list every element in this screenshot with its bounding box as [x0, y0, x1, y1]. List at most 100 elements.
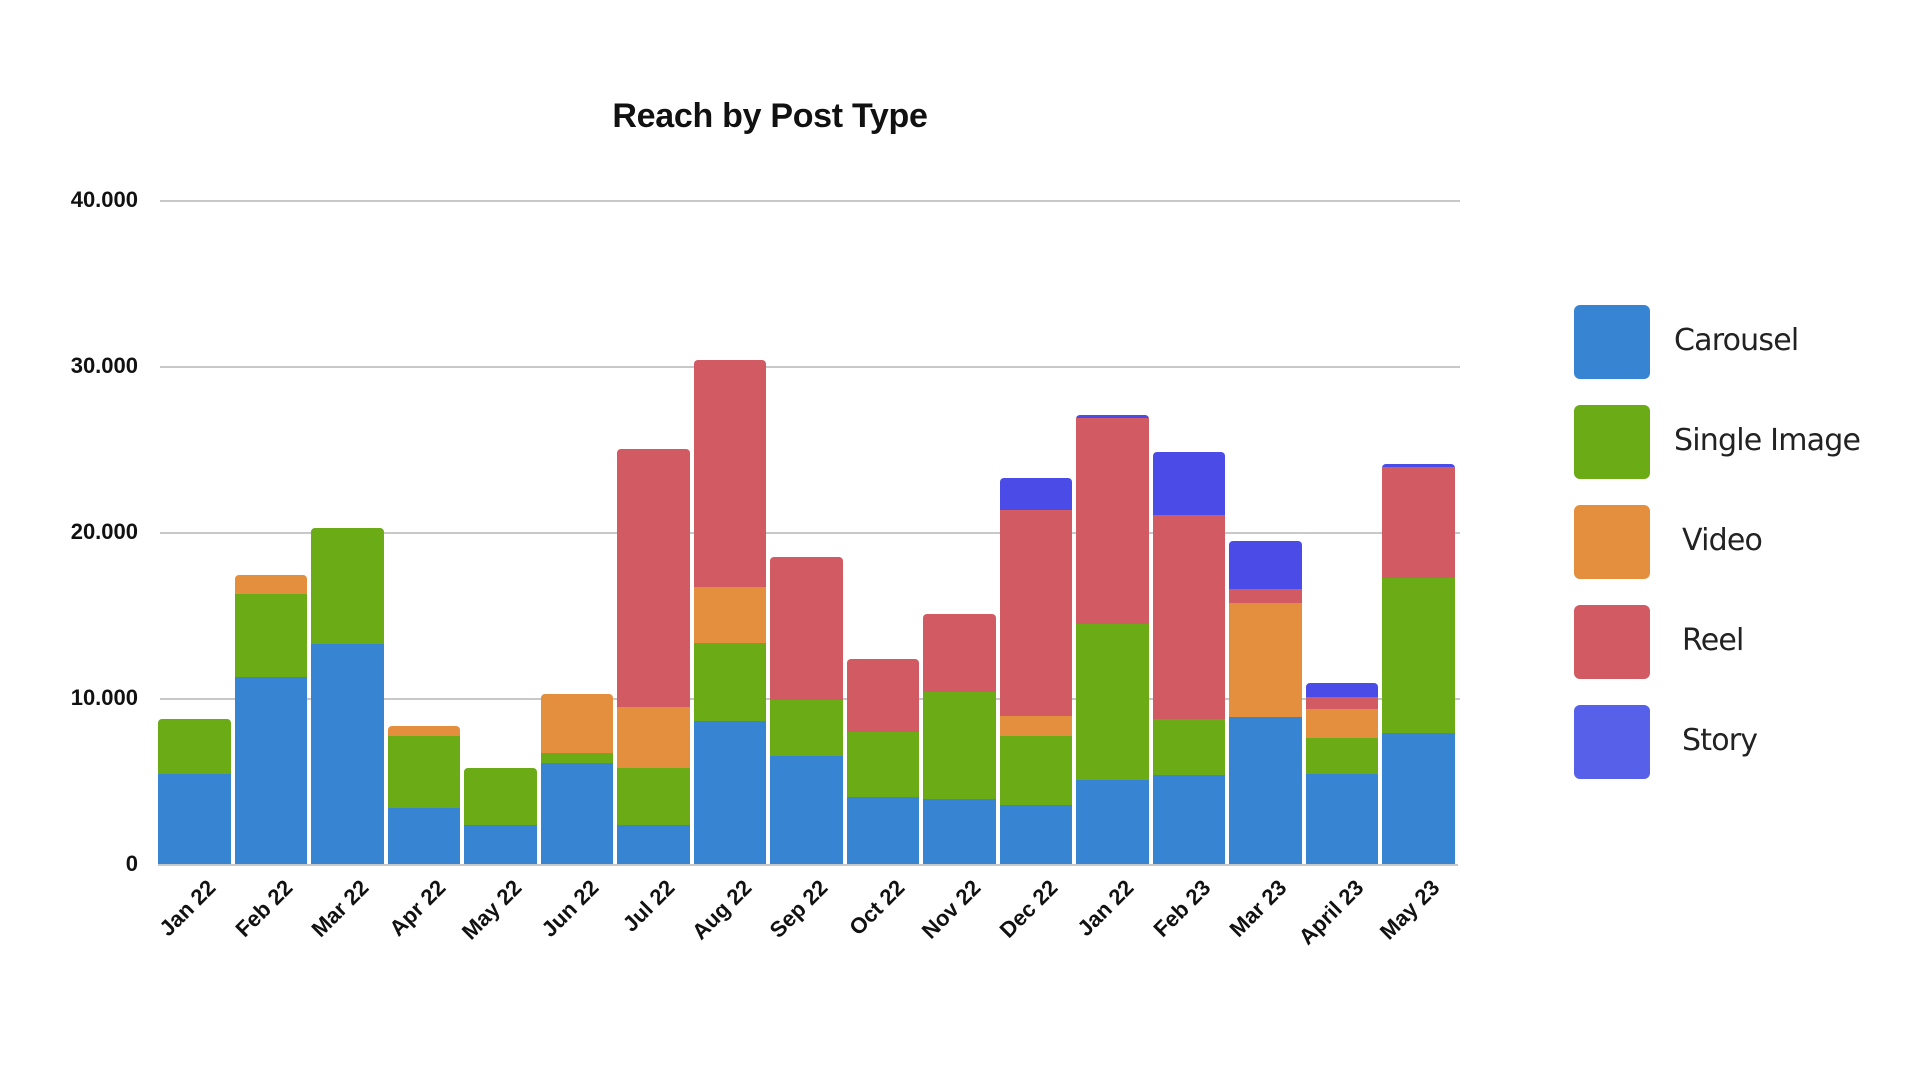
bar-segment-reel[interactable] — [999, 509, 1072, 717]
bar-segment-story[interactable] — [1382, 464, 1455, 468]
gridline — [160, 532, 1460, 534]
bar-segment-reel[interactable] — [1305, 697, 1378, 709]
bar-segment-single-image[interactable] — [999, 736, 1072, 806]
bar-segment-carousel[interactable] — [617, 825, 690, 865]
bar-segment-carousel[interactable] — [387, 807, 460, 865]
bar-segment-carousel[interactable] — [311, 644, 384, 865]
bar-aug-22[interactable] — [693, 360, 766, 865]
bar-mar-23[interactable] — [1229, 541, 1302, 865]
bar-segment-carousel[interactable] — [1152, 774, 1225, 865]
bar-segment-single-image[interactable] — [1152, 718, 1225, 775]
legend-item-reel[interactable]: Reel — [1574, 605, 1744, 705]
bar-segment-single-image[interactable] — [617, 767, 690, 826]
bar-segment-single-image[interactable] — [234, 594, 307, 678]
bar-segment-carousel[interactable] — [1076, 780, 1149, 865]
bar-may-23[interactable] — [1382, 464, 1455, 865]
bar-segment-video[interactable] — [999, 716, 1072, 737]
legend-item-single-image[interactable]: Single Image — [1574, 405, 1861, 505]
bar-segment-story[interactable] — [1305, 683, 1378, 698]
bar-dec-22[interactable] — [999, 478, 1072, 865]
bar-segment-carousel[interactable] — [234, 677, 307, 865]
legend-label: Story — [1682, 723, 1758, 758]
bar-segment-video[interactable] — [387, 726, 460, 736]
bar-segment-single-image[interactable] — [464, 767, 537, 826]
bar-jun-22[interactable] — [540, 694, 613, 865]
legend-label: Carousel — [1674, 323, 1799, 358]
bar-segment-single-image[interactable] — [1305, 738, 1378, 774]
bar-segment-story[interactable] — [999, 478, 1072, 510]
bar-sep-22[interactable] — [770, 557, 843, 865]
bar-segment-video[interactable] — [693, 586, 766, 644]
bar-segment-carousel[interactable] — [846, 796, 919, 865]
bar-jan-22[interactable] — [158, 718, 231, 865]
bar-segment-reel[interactable] — [1382, 467, 1455, 578]
bar-segment-single-image[interactable] — [770, 699, 843, 757]
bar-segment-video[interactable] — [1229, 602, 1302, 718]
bar-segment-carousel[interactable] — [540, 762, 613, 865]
bar-segment-carousel[interactable] — [770, 756, 843, 865]
bar-segment-story[interactable] — [1152, 451, 1225, 515]
bar-segment-carousel[interactable] — [158, 773, 231, 865]
bar-segment-reel[interactable] — [1076, 418, 1149, 625]
bar-mar-22[interactable] — [311, 528, 384, 865]
legend-label: Single Image — [1674, 423, 1861, 458]
bar-segment-video[interactable] — [540, 694, 613, 753]
bar-jan-22[interactable] — [1076, 415, 1149, 865]
bar-segment-reel[interactable] — [923, 614, 996, 693]
chart-title: Reach by Post Type — [612, 97, 928, 135]
legend-item-carousel[interactable]: Carousel — [1574, 305, 1799, 405]
bar-segment-single-image[interactable] — [1382, 577, 1455, 734]
bar-segment-single-image[interactable] — [158, 718, 231, 774]
bar-segment-video[interactable] — [617, 707, 690, 768]
bar-segment-reel[interactable] — [617, 449, 690, 708]
bar-segment-video[interactable] — [1305, 708, 1378, 739]
bar-segment-single-image[interactable] — [1076, 624, 1149, 781]
chart-legend: Carousel Single Image Video Reel Story — [1574, 305, 1861, 805]
bar-may-22[interactable] — [464, 767, 537, 865]
bar-feb-23[interactable] — [1152, 451, 1225, 865]
bar-segment-reel[interactable] — [1229, 588, 1302, 603]
bar-segment-carousel[interactable] — [1305, 773, 1378, 865]
bar-segment-single-image[interactable] — [846, 732, 919, 797]
x-axis-line — [158, 864, 1458, 866]
y-axis-tick-label: 0 — [125, 851, 138, 876]
bar-segment-carousel[interactable] — [693, 721, 766, 865]
bar-segment-carousel[interactable] — [1229, 717, 1302, 865]
legend-item-video[interactable]: Video — [1574, 505, 1763, 605]
bar-segment-carousel[interactable] — [464, 825, 537, 865]
y-axis-tick-label: 30.000 — [70, 353, 138, 378]
bar-segment-story[interactable] — [1229, 541, 1302, 589]
bar-nov-22[interactable] — [923, 614, 996, 865]
bar-segment-carousel[interactable] — [923, 798, 996, 865]
bar-segment-carousel[interactable] — [999, 805, 1072, 865]
bar-april-23[interactable] — [1305, 683, 1378, 865]
bar-feb-22[interactable] — [234, 575, 307, 865]
bar-segment-reel[interactable] — [846, 659, 919, 733]
bar-apr-22[interactable] — [387, 726, 460, 865]
y-axis-tick-label: 20.000 — [70, 519, 138, 544]
bar-segment-reel[interactable] — [693, 360, 766, 587]
bar-oct-22[interactable] — [846, 659, 919, 865]
gridline — [160, 366, 1460, 368]
bar-segment-single-image[interactable] — [387, 735, 460, 808]
legend-item-story[interactable]: Story — [1574, 705, 1758, 805]
bar-segment-video[interactable] — [234, 575, 307, 595]
legend-swatch-icon — [1574, 405, 1650, 479]
bar-segment-single-image[interactable] — [923, 692, 996, 799]
bar-segment-single-image[interactable] — [311, 528, 384, 645]
bar-jul-22[interactable] — [617, 449, 690, 865]
bar-segment-carousel[interactable] — [1382, 733, 1455, 865]
legend-swatch-icon — [1574, 505, 1650, 579]
y-axis-tick-label: 40.000 — [70, 187, 138, 212]
y-axis-tick-label: 10.000 — [70, 685, 138, 710]
bar-segment-story[interactable] — [1076, 415, 1149, 419]
legend-swatch-icon — [1574, 605, 1650, 679]
bar-segment-reel[interactable] — [1152, 514, 1225, 719]
bar-segment-single-image[interactable] — [693, 643, 766, 722]
gridline — [160, 200, 1460, 202]
bar-segment-reel[interactable] — [770, 557, 843, 700]
legend-swatch-icon — [1574, 305, 1650, 379]
bar-segment-single-image[interactable] — [540, 752, 613, 763]
legend-label: Reel — [1682, 623, 1744, 658]
